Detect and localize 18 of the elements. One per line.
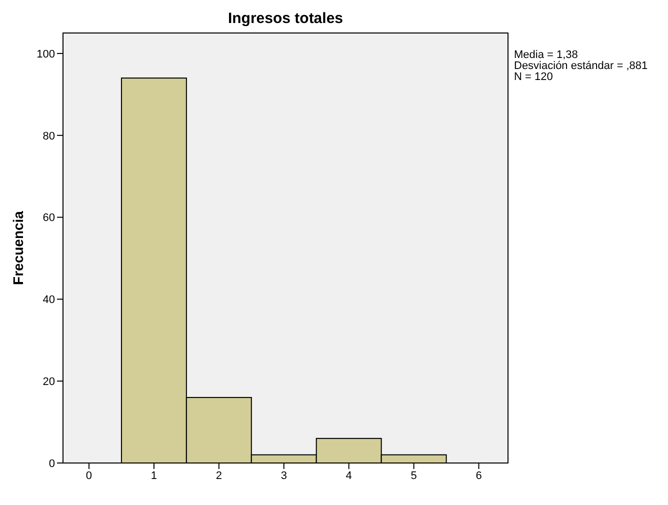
x-tick-label: 1 — [150, 470, 158, 482]
x-tick-label: 0 — [86, 470, 92, 482]
y-tick-label: 40 — [42, 294, 55, 306]
y-tick-label: 60 — [42, 212, 55, 224]
y-tick-label: 100 — [36, 48, 55, 60]
x-tick-label: 6 — [476, 470, 482, 482]
y-tick-label: 0 — [48, 458, 55, 470]
x-tick-label: 5 — [410, 470, 417, 482]
text: N = 120 — [514, 71, 554, 83]
chart-title: Ingresos totales — [226, 10, 344, 27]
x-tick-label: 3 — [280, 470, 287, 482]
x-tick-label: 2 — [216, 470, 222, 482]
y-tick-label: 20 — [42, 376, 55, 388]
y-tick-label: 80 — [42, 130, 55, 142]
y-axis-title: Frecuencia — [10, 210, 26, 285]
text: Desviación estándar = ,881 — [514, 60, 648, 72]
x-tick-label: 4 — [346, 470, 352, 482]
text: Media = 1,38 — [514, 49, 578, 61]
